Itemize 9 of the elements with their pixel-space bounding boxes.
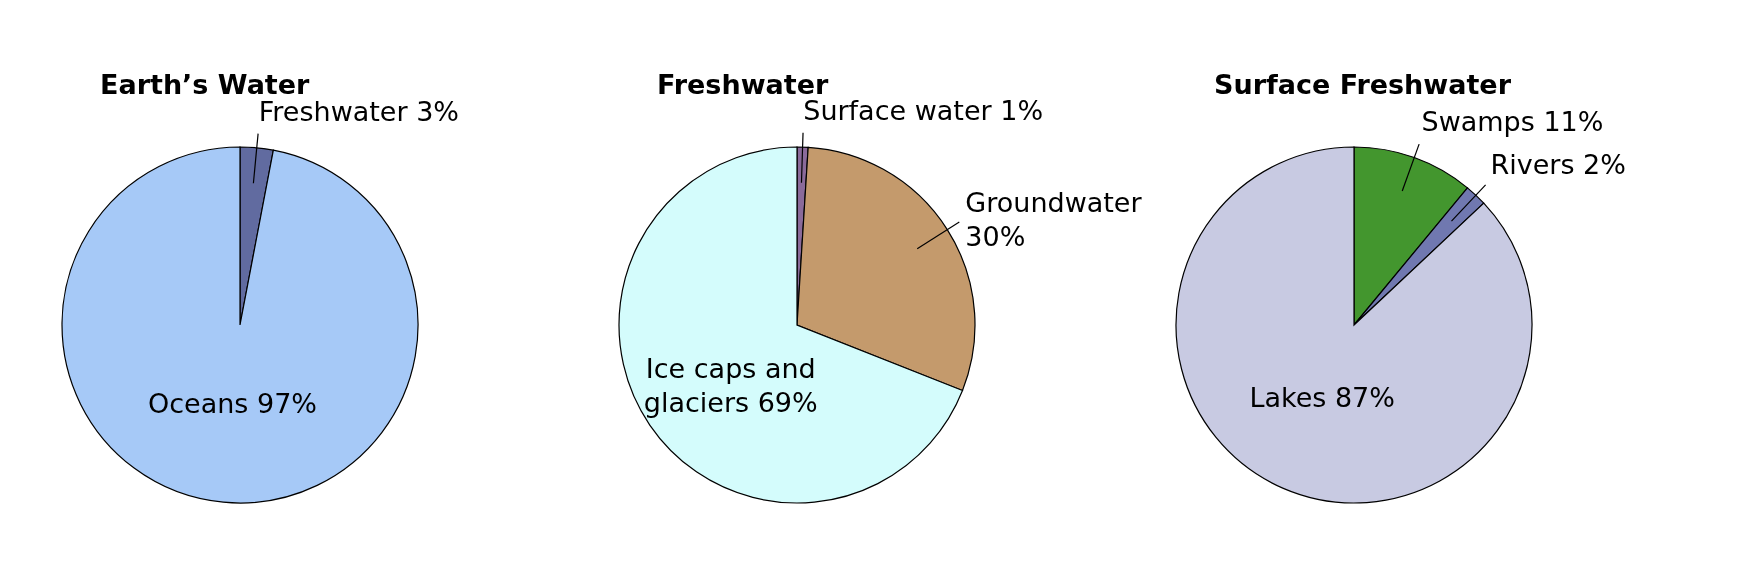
slice-label: Groundwater bbox=[965, 187, 1143, 219]
slice-label: Lakes 87% bbox=[1249, 381, 1395, 413]
slice-label: Oceans 97% bbox=[147, 387, 317, 419]
pie-slice bbox=[61, 146, 419, 504]
data-label: 30% bbox=[965, 221, 1026, 253]
slice-label: Ice caps and glaciers 69% bbox=[643, 353, 818, 419]
chart-title: Surface Freshwater bbox=[1214, 69, 1512, 100]
slice-label: Rivers 2% bbox=[1490, 148, 1626, 180]
slice-label: Swamps 11% bbox=[1421, 106, 1604, 138]
